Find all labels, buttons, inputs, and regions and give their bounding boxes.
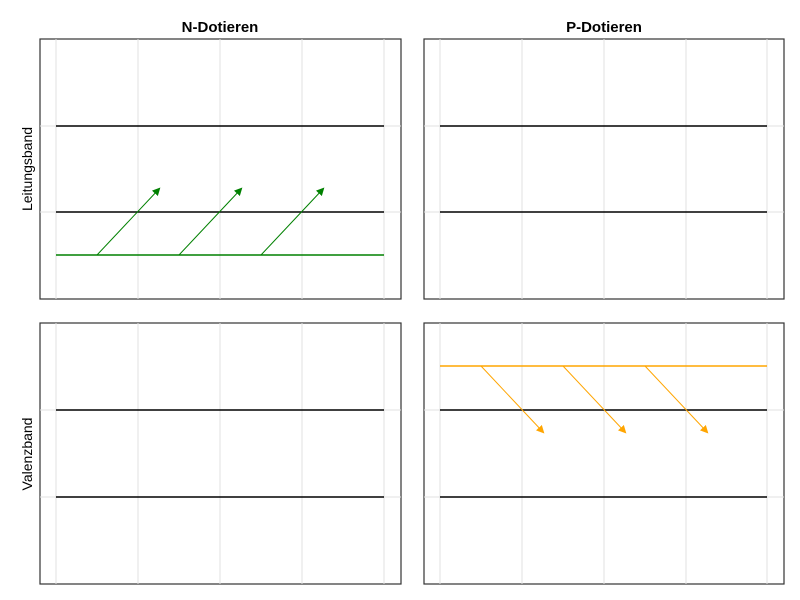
hole-transition-arrow: [562, 365, 627, 434]
panel-n-valenzband: [39, 322, 402, 585]
panel-p-leitungsband: [423, 38, 785, 300]
panel-p-valenzband: [423, 322, 785, 585]
panel-n-leitungsband: [39, 38, 402, 300]
hole-transition-arrow: [480, 365, 545, 434]
electron-transition-arrow: [260, 187, 325, 256]
row-label-leitungsband: Leitungsband: [19, 127, 35, 211]
hole-transition-arrow: [644, 365, 709, 434]
column-title-n-dotieren: N-Dotieren: [182, 19, 259, 36]
electron-transition-arrow: [96, 187, 161, 256]
row-label-valenzband: Valenzband: [19, 418, 35, 491]
electron-transition-arrow: [178, 187, 243, 256]
column-title-p-dotieren: P-Dotieren: [566, 19, 642, 36]
